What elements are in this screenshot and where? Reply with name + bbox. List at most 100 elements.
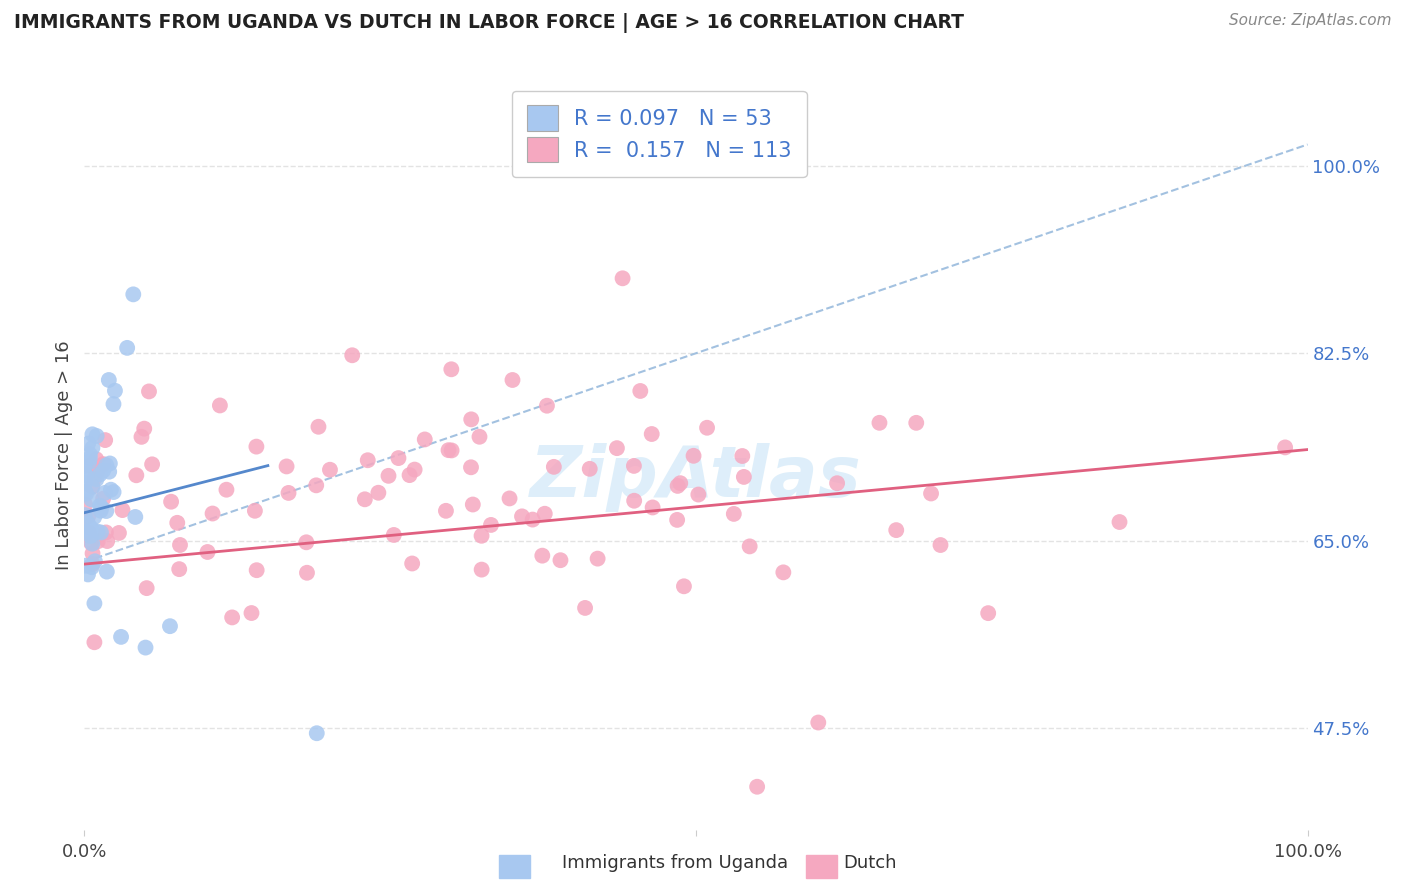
Point (96, 534, 118, 549)
Point (574, 601, 596, 615)
Point (305, 478, 328, 492)
Point (134, 422, 156, 436)
Point (308, 419, 330, 434)
Point (77, 524, 100, 539)
Point (905, 416, 928, 430)
Point (382, 528, 405, 542)
Point (122, 287, 145, 301)
Point (138, 384, 160, 399)
Point (696, 421, 718, 435)
Point (723, 507, 745, 521)
Point (669, 476, 692, 491)
Point (498, 491, 520, 506)
Point (353, 492, 375, 507)
Point (103, 397, 125, 411)
Point (82, 537, 104, 551)
Point (510, 509, 533, 524)
Point (531, 549, 554, 563)
Point (115, 341, 138, 355)
Point (536, 399, 558, 413)
Point (733, 470, 755, 484)
Point (440, 443, 463, 458)
Point (82, 480, 104, 494)
Point (977, 606, 1000, 620)
Point (377, 468, 399, 483)
Point (612, 271, 634, 285)
Point (807, 715, 830, 730)
Point (80, 560, 103, 574)
Point (295, 566, 318, 580)
Point (682, 449, 704, 463)
Point (869, 416, 891, 430)
Text: ZipAtlas: ZipAtlas (530, 443, 862, 512)
Point (169, 538, 191, 552)
Point (135, 640, 157, 655)
Point (246, 563, 269, 577)
Point (75, 486, 97, 500)
Point (641, 427, 664, 442)
Point (94, 433, 117, 447)
Point (920, 486, 942, 500)
Point (160, 494, 183, 508)
Point (276, 459, 298, 474)
Point (96, 458, 118, 473)
Point (208, 399, 231, 413)
Text: Dutch: Dutch (844, 855, 897, 872)
Point (471, 563, 494, 577)
Point (104, 384, 127, 398)
Point (215, 483, 238, 497)
Point (731, 449, 754, 463)
Point (82, 546, 104, 560)
Point (243, 504, 266, 518)
Point (197, 545, 219, 559)
Point (641, 500, 664, 515)
Point (75, 558, 97, 573)
Point (108, 525, 131, 540)
Point (401, 557, 423, 571)
Point (124, 510, 146, 524)
Point (623, 458, 645, 473)
Point (305, 726, 328, 740)
Point (77, 525, 100, 540)
Point (240, 606, 263, 620)
Point (93, 457, 115, 471)
Point (131, 430, 153, 444)
Point (97, 373, 120, 387)
Point (1274, 441, 1296, 455)
Point (80, 492, 103, 507)
Y-axis label: In Labor Force | Age > 16: In Labor Force | Age > 16 (55, 340, 73, 570)
Legend: R = 0.097   N = 53, R =  0.157   N = 113: R = 0.097 N = 53, R = 0.157 N = 113 (512, 91, 807, 177)
Point (166, 516, 188, 530)
Point (578, 462, 600, 476)
Point (91, 491, 114, 506)
Point (461, 498, 484, 512)
Point (77, 508, 100, 523)
Point (91, 464, 114, 478)
Point (479, 517, 502, 532)
Point (135, 581, 157, 595)
Point (94, 486, 117, 500)
Point (86, 524, 108, 539)
Point (110, 630, 132, 644)
Point (94, 525, 117, 540)
Point (82, 441, 104, 455)
Point (1108, 515, 1130, 529)
Point (295, 535, 318, 549)
Point (277, 486, 299, 500)
Point (167, 562, 190, 576)
Point (83, 471, 105, 485)
Point (82, 427, 104, 442)
Point (77, 455, 100, 469)
Point (440, 362, 463, 376)
Point (201, 507, 224, 521)
Point (628, 384, 651, 398)
Point (522, 512, 544, 526)
Point (83, 635, 105, 649)
Point (772, 566, 794, 580)
Point (111, 503, 134, 517)
Point (103, 485, 125, 500)
Point (100, 483, 122, 497)
Point (96, 504, 118, 518)
Point (586, 551, 609, 566)
Point (502, 373, 524, 387)
